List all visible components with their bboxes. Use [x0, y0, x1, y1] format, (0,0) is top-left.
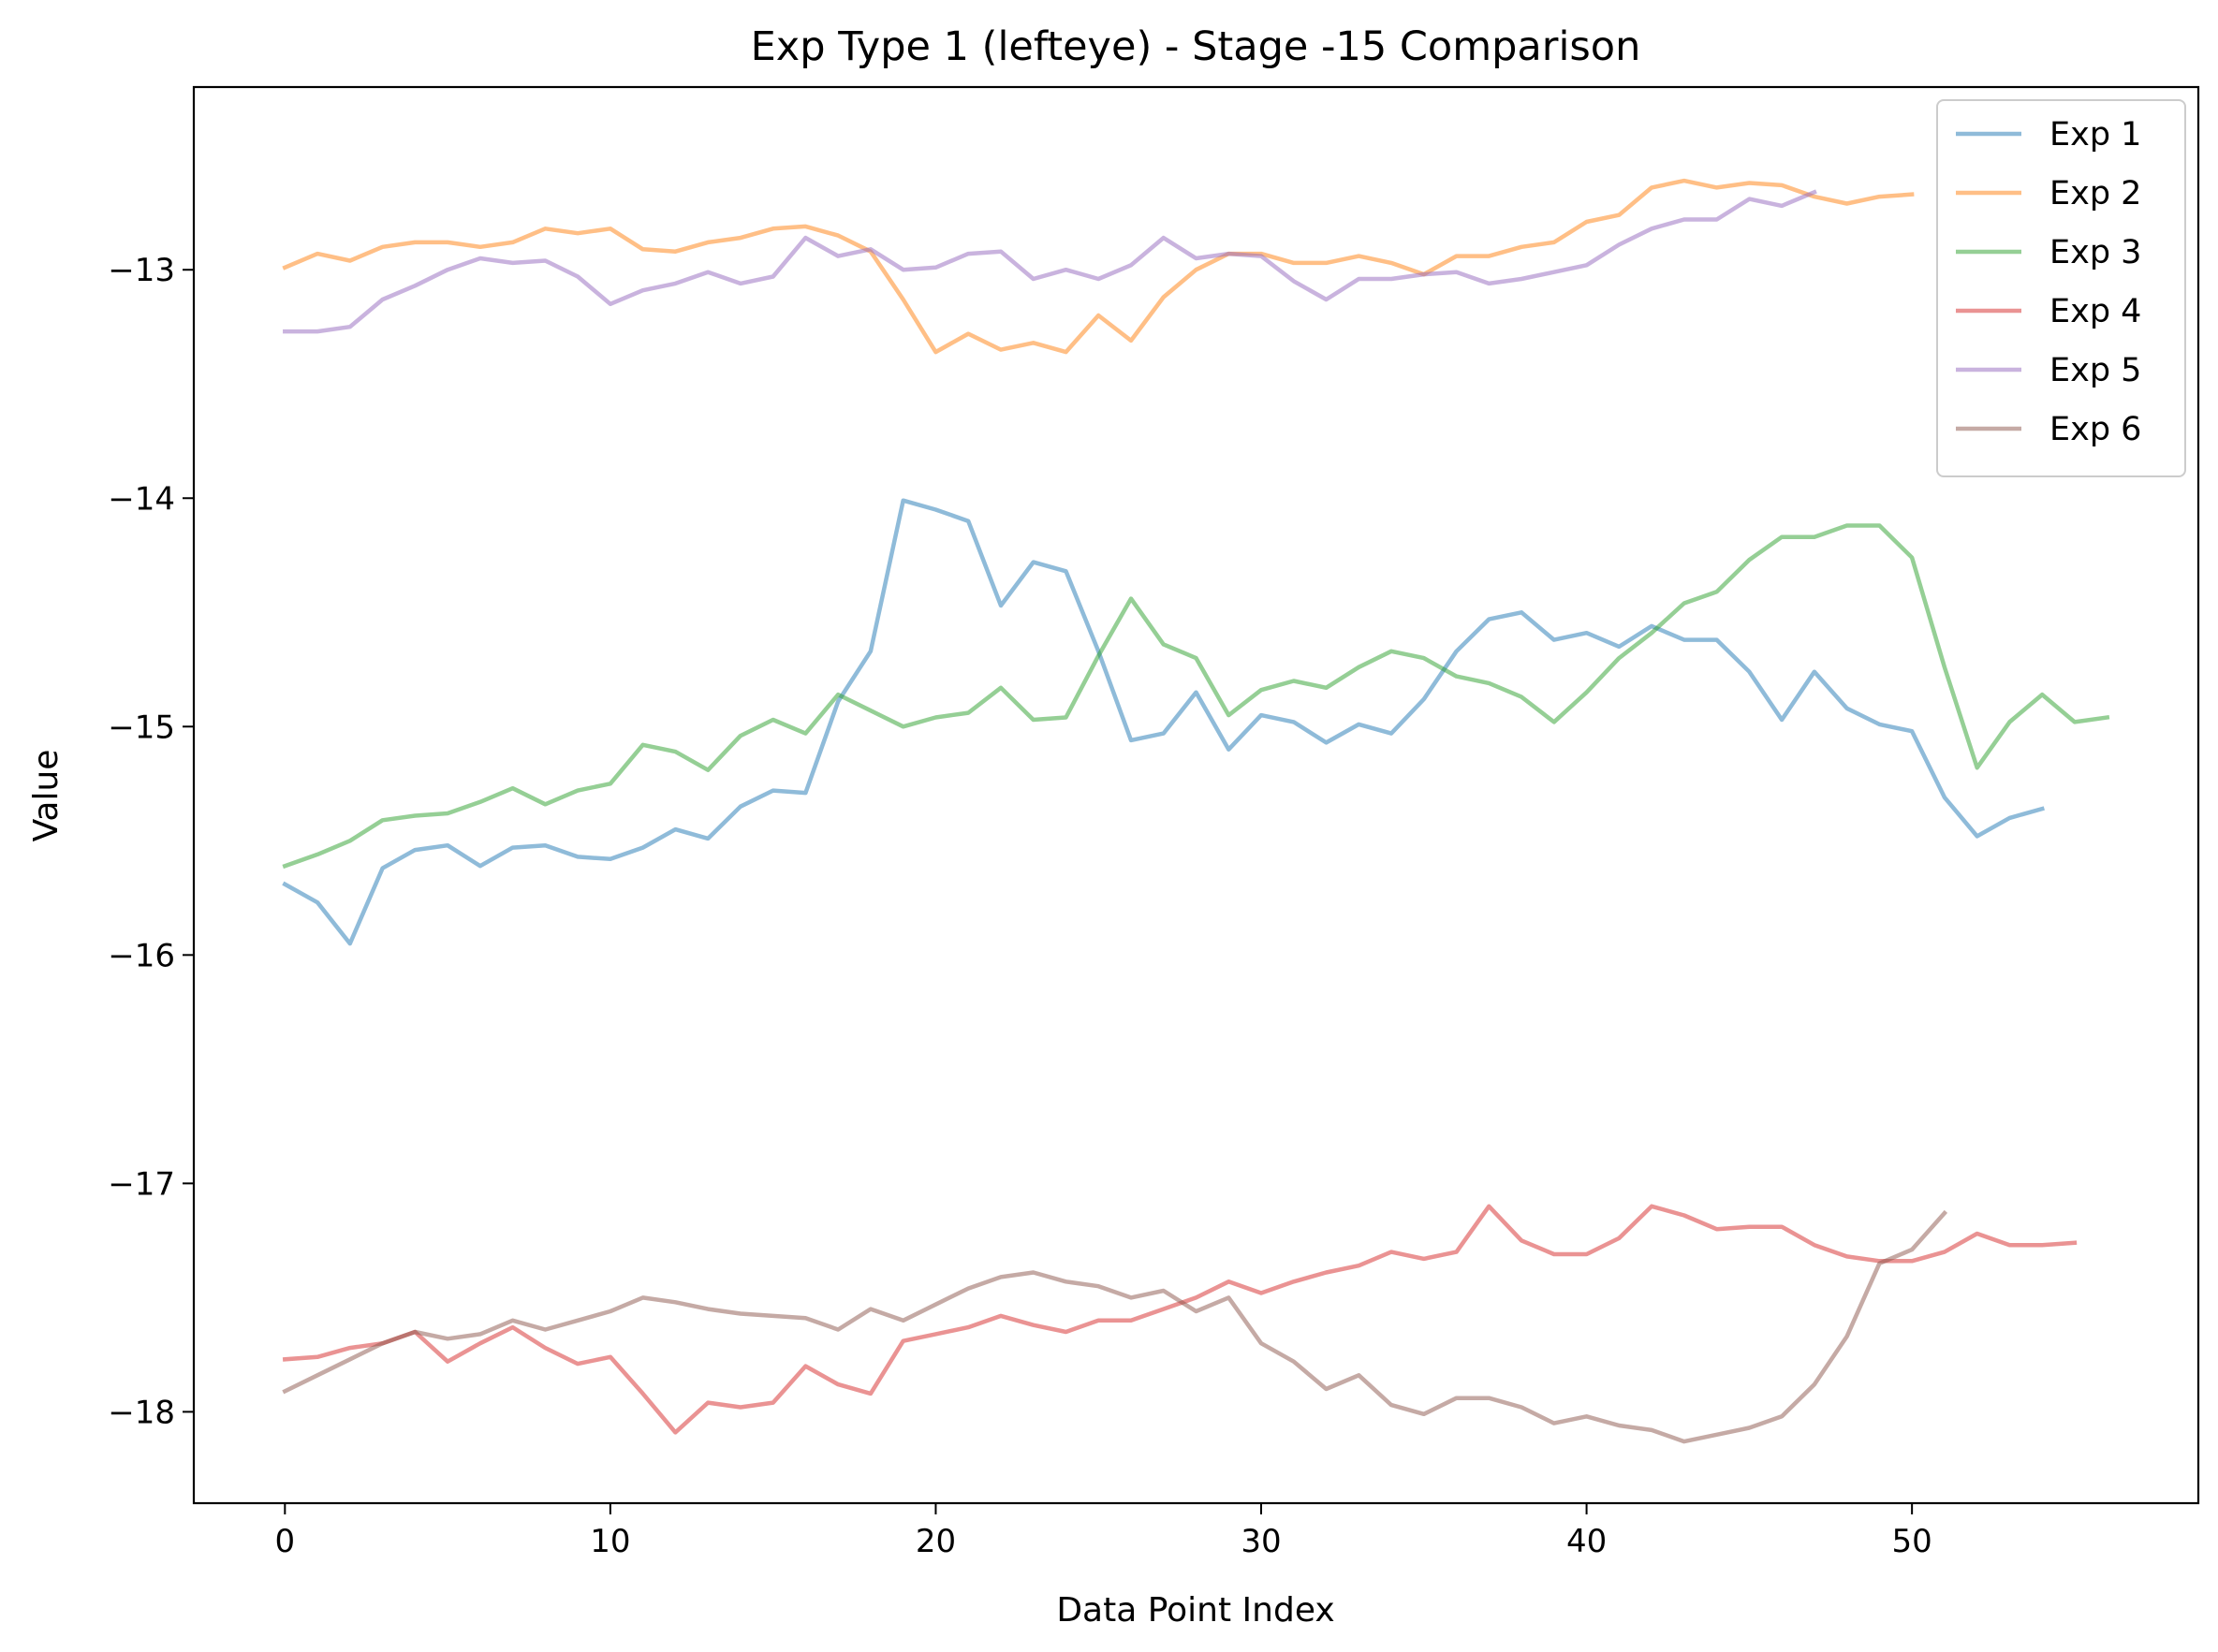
plot-frame — [192, 85, 2200, 1505]
series-line-6 — [282, 1209, 1948, 1444]
y-tick-label: −17 — [108, 1165, 175, 1203]
series-line-5 — [283, 189, 1817, 334]
series-line-3 — [282, 523, 2110, 870]
y-tick-label: −18 — [108, 1394, 175, 1431]
y-tick-label: −15 — [108, 709, 175, 746]
x-axis-title: Data Point Index — [1056, 1591, 1334, 1630]
plot-area — [282, 178, 2110, 1444]
legend: Exp 1 Exp 2 Exp 3 Exp 4 Exp 5 Exp 6 — [1936, 99, 2186, 477]
x-tick-label: 50 — [1892, 1523, 1932, 1560]
y-axis-title: Value — [27, 750, 66, 842]
x-tick-label: 10 — [590, 1523, 630, 1560]
chart-title: Exp Type 1 (lefteye) - Stage -15 Compari… — [751, 23, 1641, 70]
legend-label-1: Exp 1 — [2049, 116, 2141, 154]
y-tick-label: −13 — [108, 252, 175, 289]
y-tick-label: −14 — [108, 480, 175, 518]
x-tick-label: 20 — [916, 1523, 956, 1560]
x-axis: 0 10 20 30 40 50 — [274, 1503, 1932, 1560]
series-line-2 — [282, 178, 1915, 355]
series-line-1 — [282, 498, 2045, 946]
legend-label-3: Exp 3 — [2049, 234, 2141, 271]
y-axis: −13 −14 −15 −16 −17 −18 — [108, 252, 194, 1431]
legend-label-6: Exp 6 — [2049, 411, 2141, 448]
x-tick-label: 30 — [1241, 1523, 1281, 1560]
x-tick-label: 0 — [274, 1523, 295, 1560]
x-tick-label: 40 — [1566, 1523, 1607, 1560]
legend-label-5: Exp 5 — [2049, 352, 2141, 389]
y-tick-label: −16 — [108, 937, 175, 974]
legend-label-2: Exp 2 — [2049, 175, 2141, 212]
legend-label-4: Exp 4 — [2049, 293, 2141, 330]
